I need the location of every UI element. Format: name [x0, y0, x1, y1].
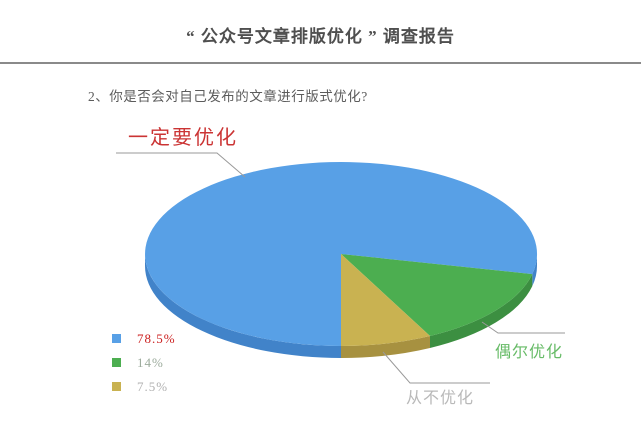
survey-question: 2、你是否会对自己发布的文章进行版式优化? [88, 89, 368, 104]
pie-slice [341, 254, 533, 336]
chart-legend: 78.5% 14% 7.5% [112, 331, 176, 405]
legend-row-never-optimize: 7.5% [112, 379, 176, 394]
leader-line-occasionally-optimize [481, 321, 565, 334]
legend-row-must-optimize: 78.5% [112, 331, 176, 346]
pie-slice [341, 254, 430, 347]
pie-chart [145, 162, 538, 359]
slice-label-must-optimize: 一定要优化 [128, 127, 238, 149]
pie-slice-side [341, 336, 430, 359]
legend-value-never-optimize: 7.5% [137, 379, 169, 394]
legend-value-occasionally-optimize: 14% [137, 355, 164, 370]
slice-label-occasionally-optimize: 偶尔优化 [495, 344, 564, 361]
legend-row-occasionally-optimize: 14% [112, 355, 176, 370]
leader-line-never-optimize [382, 351, 490, 384]
page-title: “ 公众号文章排版优化 ” 调查报告 [186, 27, 455, 46]
pie-slice-side [532, 254, 538, 287]
slice-label-never-optimize: 从不优化 [406, 390, 475, 407]
leader-line-must-optimize [116, 152, 246, 178]
pie-slice-side [430, 274, 533, 348]
legend-swatch-never-optimize [112, 382, 121, 391]
legend-swatch-must-optimize [112, 334, 121, 343]
pie-slice-side [145, 254, 341, 358]
title-divider [0, 62, 641, 64]
legend-value-must-optimize: 78.5% [137, 331, 176, 346]
pie-slice [145, 162, 538, 346]
legend-swatch-occasionally-optimize [112, 358, 121, 367]
